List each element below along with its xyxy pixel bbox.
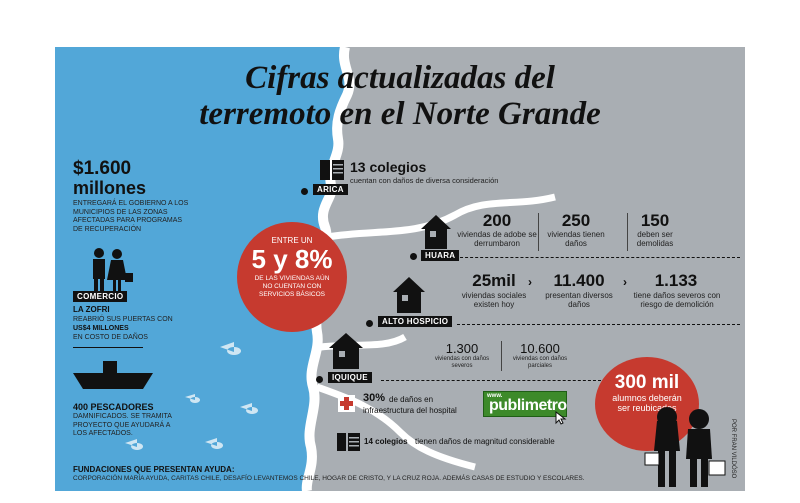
foundations-description: CORPORACIÓN MARÍA AYUDA, CARITAS CHILE, … (73, 475, 585, 482)
zofri-description-2: EN COSTO DE DAÑOS (73, 334, 148, 341)
people-shopping-icon (93, 248, 133, 291)
students-circle: 300 mil alumnos deberán ser reubicados (595, 357, 699, 451)
credit: POR FRAN VILDÓSO (727, 419, 737, 489)
schools-books-icon (337, 433, 360, 451)
iquique-schools-desc: tienen daños de magnitud considerable (415, 437, 555, 446)
huara-stat-2-value: 250 (561, 211, 591, 230)
huara-stat-2-label: viviendas tienen daños (547, 230, 605, 248)
iquique-line (381, 380, 601, 381)
amount-value: $1.600 (73, 158, 132, 179)
arica-schools-value: 13 colegios (350, 159, 427, 175)
hospital-desc-2: infraestructura del hospital (363, 406, 457, 415)
amount-unit: millones (73, 178, 147, 198)
fishers-title: 400 PESCADORES (73, 402, 154, 412)
alto-hospicio-stat-1-label: viviendas sociales existen hoy (461, 291, 527, 309)
huara-stat-3-label: deben ser demolidas (636, 230, 674, 248)
services-circle: ENTRE UN 5 y 8% DE LAS VIVIENDAS AÚN NO … (237, 222, 347, 332)
arica-marker (301, 188, 308, 195)
divider (73, 347, 143, 348)
arica-schools-desc: cuentan con daños de diversa consideraci… (350, 176, 499, 185)
red-cross-icon (338, 395, 355, 412)
separator (501, 341, 502, 371)
iquique-tag: IQUIQUE (328, 372, 372, 383)
fish-icons (125, 342, 259, 450)
cursor-icon (555, 411, 567, 425)
huara-stat-3-value: 150 (640, 211, 670, 230)
hospital-desc-1: de daños en (389, 395, 434, 404)
alto-hospicio-stat-3-label: tiene daños severos con riesgo de demoli… (633, 291, 721, 309)
arica-tag: ARICA (313, 184, 348, 195)
commerce-tag: COMERCIO (73, 291, 128, 302)
alto-hospicio-marker (366, 320, 373, 327)
arrow-right-icon: › (528, 275, 532, 289)
house-icon (421, 215, 451, 249)
alto-hospicio-tag: ALTO HOSPICIO (378, 316, 453, 327)
huara-tag: HUARA (421, 250, 460, 261)
iquique-stat-1-value: 1.300 (445, 341, 479, 356)
fishers-description: DAMNIFICADOS. SE TRAMITA PROYECTO QUE AY… (73, 413, 172, 437)
alto-hospicio-line (457, 324, 740, 325)
huara-line (455, 257, 740, 258)
iquique-marker (316, 376, 323, 383)
credit-text: POR FRAN VILDÓSO (730, 419, 736, 479)
zofri-title: LA ZOFRI (73, 305, 110, 314)
alto-hospicio-stat-3-value: 1.133 (654, 271, 698, 290)
iquique-stat-1-label: viviendas con daños severos (434, 356, 490, 369)
zofri-description: REABRIÓ SUS PUERTAS CON (73, 316, 173, 323)
schools-books-icon (320, 160, 344, 180)
huara-marker (410, 253, 417, 260)
infographic: Cifras actualizadas del terremoto en el … (55, 47, 745, 491)
huara-stat-1-value: 200 (482, 211, 512, 230)
amount-description: ENTREGARÁ EL GOBIERNO A LOS MUNICIPIOS D… (73, 200, 189, 233)
hospital-value: 30% (363, 392, 386, 404)
alto-hospicio-stat-2-value: 11.400 (553, 271, 605, 290)
arrow-right-icon: › (623, 275, 627, 289)
students-value: 300 mil (614, 372, 680, 393)
iquique-stat-2-label: viviendas con daños parciales (512, 356, 568, 369)
iquique-schools-value: 14 colegios (364, 437, 408, 446)
alto-hospicio-stat-2-label: presentan diversos daños (545, 291, 613, 309)
page-title-line-2: terremoto en el Norte Grande (199, 96, 601, 132)
iquique-stat-2-value: 10.600 (520, 341, 560, 356)
page-title-line-1: Cifras actualizadas del (245, 60, 555, 96)
zofri-amount: US$4 MILLONES (73, 325, 129, 332)
house-icon (329, 333, 363, 369)
foundations-title: FUNDACIONES QUE PRESENTAN AYUDA: (73, 465, 235, 474)
students-icon (644, 407, 726, 487)
logo-text: publimetro (489, 397, 567, 414)
huara-stat-1-label: viviendas de adobe se derrumbaron (457, 230, 537, 248)
logo-prefix: www. (487, 393, 503, 399)
students-label: alumnos deberán ser reubicados (612, 393, 682, 413)
services-circle-value: 5 y 8% (251, 244, 333, 274)
separator (627, 213, 628, 251)
services-circle-top: ENTRE UN (271, 236, 313, 245)
fishing-boat-icon (73, 361, 153, 389)
services-circle-desc: DE LAS VIVIENDAS AÚN NO CUENTAN CON SERV… (254, 275, 330, 298)
separator (538, 213, 539, 251)
alto-hospicio-stat-1-value: 25mil (472, 271, 516, 290)
publimetro-logo: www. publimetro (483, 391, 567, 417)
house-icon (393, 277, 425, 313)
